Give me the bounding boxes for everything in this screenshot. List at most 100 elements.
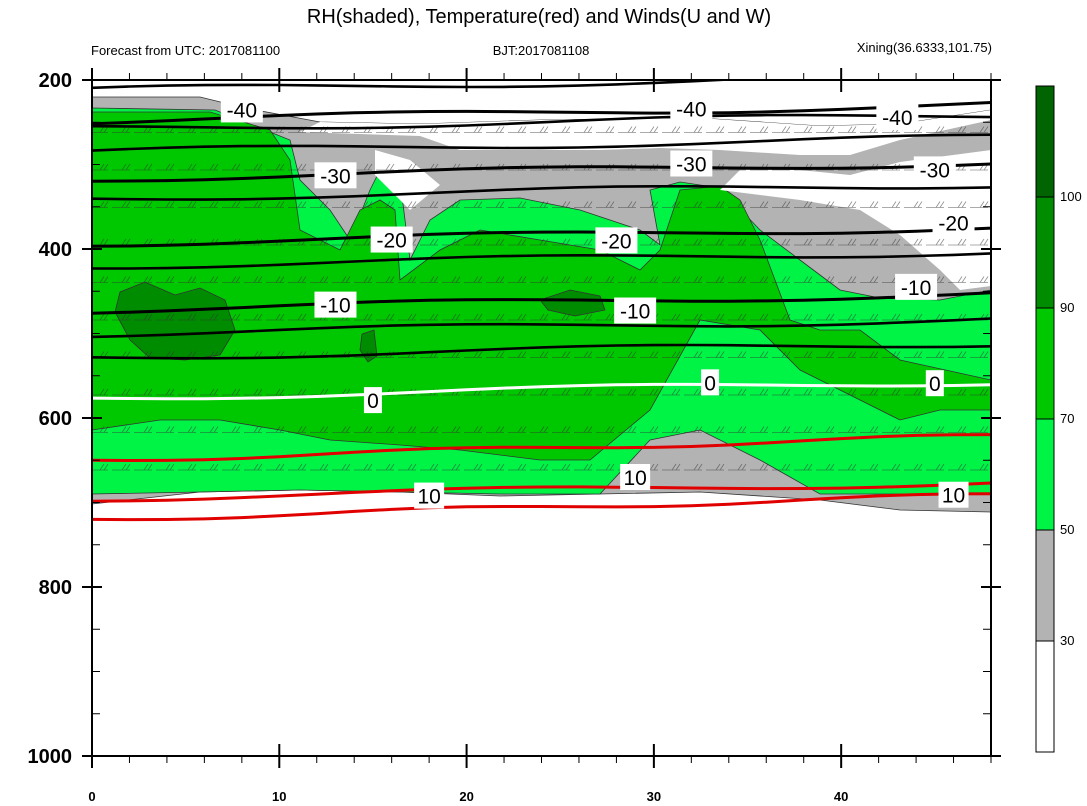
- contour-label: 0: [363, 387, 382, 414]
- contour-label-box: [670, 150, 713, 177]
- forecast-subtitle: Forecast from UTC: 2017081100: [91, 43, 280, 58]
- contour-label-box: [363, 387, 382, 414]
- colorbar-label: 50: [1060, 522, 1074, 537]
- contour-label-box: [614, 297, 657, 324]
- contour-label-box: [938, 481, 969, 508]
- temperature-contour-line: [92, 317, 991, 339]
- y-tick-label: 200: [39, 70, 72, 92]
- colorbar-swatch: [1035, 529, 1055, 642]
- contour-label: -10: [895, 273, 938, 300]
- contour-label-box: [701, 369, 720, 396]
- contour-label-box: [932, 209, 975, 236]
- temperature-contour-line: [92, 343, 991, 360]
- x-tick-label: 20: [459, 789, 473, 804]
- contour-label: 10: [620, 463, 651, 490]
- contour-label-text: 10: [942, 485, 965, 508]
- temperature-contour-line: [92, 433, 991, 463]
- contour-label-box: [876, 104, 919, 131]
- x-tick-label: 40: [834, 789, 848, 804]
- colorbar: 100 90 70 50 30: [1035, 85, 1082, 753]
- temperature-contour-line: [92, 291, 991, 315]
- y-tick-label: 1000: [28, 746, 73, 768]
- y-tick-label: 400: [39, 239, 72, 261]
- contour-label: -10: [614, 297, 657, 324]
- contour-label-text: -30: [920, 159, 950, 182]
- temperature-contour-line: [92, 113, 991, 130]
- contour-label-text: -30: [676, 154, 706, 177]
- contour-label-text: -20: [938, 213, 968, 236]
- contour-label-text: -10: [901, 277, 931, 300]
- contour-label-text: 0: [367, 390, 379, 413]
- contour-label-text: -10: [620, 301, 650, 324]
- contour-label-text: -40: [227, 99, 257, 122]
- contour-label-text: -40: [882, 107, 912, 130]
- contour-labels: -40 -40 -40 -30 -30 -30 -20 -20 -20 -10 -10 -10 0 0 0 1…: [220, 95, 975, 509]
- temperature-contour-line: [92, 185, 991, 201]
- contour-label-text: 10: [623, 467, 646, 490]
- rh-shading: [92, 96, 991, 513]
- contour-label: -20: [932, 209, 975, 236]
- contour-label-box: [595, 227, 638, 254]
- contour-label-box: [670, 95, 713, 122]
- contour-label-text: -10: [320, 295, 350, 318]
- contour-label-text: 0: [929, 373, 941, 396]
- contour-label: 10: [938, 481, 969, 508]
- colorbar-swatch: [1035, 196, 1055, 309]
- contour-label: -40: [670, 95, 713, 122]
- contour-label: -10: [314, 291, 357, 318]
- colorbar-swatch: [1035, 307, 1055, 420]
- contour-label: 10: [414, 482, 445, 509]
- y-tick-label: 800: [39, 577, 72, 599]
- temperature-contour-line: [92, 162, 991, 183]
- colorbar-swatch: [1035, 418, 1055, 531]
- contour-label-box: [895, 273, 938, 300]
- contour-label: -20: [370, 226, 413, 253]
- y-tick-label: 600: [39, 408, 72, 430]
- x-tick-label: 0: [88, 789, 95, 804]
- contour-label: -40: [220, 96, 263, 123]
- chart-title: RH(shaded), Temperature(red) and Winds(U…: [307, 6, 771, 28]
- colorbar-swatch: [1035, 640, 1055, 753]
- contour-label: 0: [925, 370, 944, 397]
- contour-label-box: [314, 162, 357, 189]
- bjt-subtitle: BJT:2017081108: [493, 43, 590, 58]
- contour-label-text: 0: [704, 372, 716, 395]
- contour-label-box: [913, 156, 956, 183]
- x-tick-label: 30: [647, 789, 661, 804]
- temperature-contour-line: [92, 80, 748, 90]
- contour-label-box: [220, 96, 263, 123]
- contour-label: -20: [595, 227, 638, 254]
- contour-label-box: [620, 463, 651, 490]
- colorbar-swatch: [1035, 85, 1055, 198]
- contour-label-text: 10: [417, 486, 440, 509]
- contour-label: 0: [701, 369, 720, 396]
- temperature-contour-line: [92, 133, 991, 152]
- colorbar-label: 70: [1060, 411, 1074, 426]
- colorbar-label: 100: [1060, 189, 1082, 204]
- temperature-contour-line: [92, 226, 991, 248]
- x-tick-label: 10: [272, 789, 286, 804]
- contour-label-text: -20: [601, 230, 631, 253]
- contour-label-box: [370, 226, 413, 253]
- colorbar-label: 30: [1060, 633, 1074, 648]
- contour-label-box: [314, 291, 357, 318]
- contour-label-text: -40: [676, 99, 706, 122]
- temperature-contour-line: [92, 382, 991, 401]
- contour-label: -30: [314, 162, 357, 189]
- colorbar-label: 90: [1060, 300, 1074, 315]
- temperature-contours: [92, 80, 991, 522]
- contour-label-box: [414, 482, 445, 509]
- contour-label: -30: [670, 150, 713, 177]
- location-subtitle: Xining(36.6333,101.75): [857, 40, 992, 55]
- temperature-contour-line: [92, 481, 991, 503]
- contour-label-box: [925, 370, 944, 397]
- contour-label: -40: [876, 104, 919, 131]
- wind-barbs: [92, 97, 991, 497]
- temperature-contour-line: [92, 492, 991, 522]
- contour-label-text: -20: [376, 230, 406, 253]
- contour-label-text: -30: [320, 165, 350, 188]
- contour-label: -30: [913, 156, 956, 183]
- temperature-contour-line: [92, 252, 991, 270]
